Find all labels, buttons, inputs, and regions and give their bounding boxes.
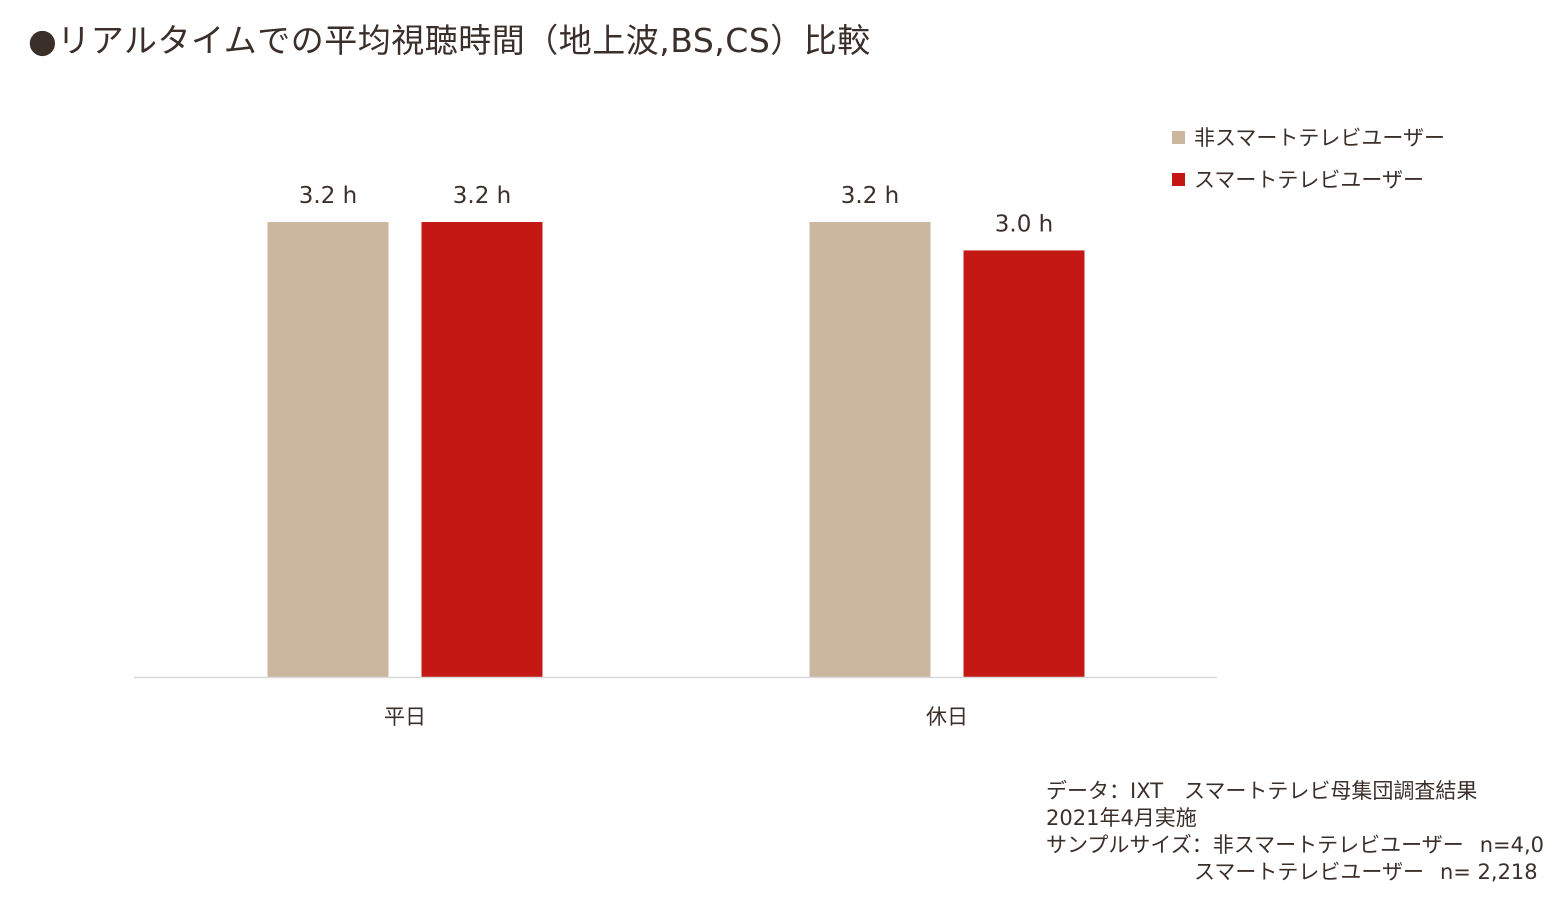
bar-smart-0 — [421, 222, 543, 677]
x-tick-label-1: 休日 — [926, 705, 968, 729]
legend-item-non-smart-tv: 非スマートテレビユーザー — [1172, 116, 1445, 158]
footnote-sample-row-1: サンプルサイズ：非スマートテレビユーザー n=4,056 — [1046, 832, 1544, 859]
bar-smart-1 — [963, 250, 1085, 677]
x-tick-label-0: 平日 — [384, 705, 426, 729]
footnote-sample-n-smart: n= 2,218 — [1439, 860, 1538, 884]
bar-non-smart-1 — [809, 222, 931, 677]
footnote-smart-label: スマートテレビユーザー — [1194, 860, 1424, 884]
bar-non-smart-0 — [267, 222, 389, 677]
legend-label-smart-tv: スマートテレビユーザー — [1194, 168, 1424, 192]
footnote-sample-label: サンプルサイズ：非スマートテレビユーザー — [1046, 833, 1464, 857]
data-label-smart-0: 3.2 h — [453, 183, 511, 209]
legend-swatch-non-smart-tv — [1172, 130, 1185, 144]
data-label-non-smart-1: 3.2 h — [841, 183, 899, 209]
footnote-sample-row-2: スマートテレビユーザー n= 2,218 — [1046, 859, 1544, 886]
data-label-smart-1: 3.0 h — [995, 211, 1053, 237]
data-label-non-smart-0: 3.2 h — [299, 183, 357, 209]
footnote-sample-n-non-smart: n=4,056 — [1479, 833, 1544, 857]
legend-label-non-smart-tv: 非スマートテレビユーザー — [1194, 126, 1445, 150]
footnote-date: 2021年4月実施 — [1046, 806, 1197, 830]
footnote-source: データ：IXT スマートテレビ母集団調査結果 — [1046, 779, 1478, 803]
legend: 非スマートテレビユーザー スマートテレビユーザー — [1172, 116, 1445, 200]
chart-title: ●リアルタイムでの平均視聴時間（地上波,BS,CS）比較 — [28, 21, 871, 60]
source-footnote: データ：IXT スマートテレビ母集団調査結果 2021年4月実施 サンプルサイズ… — [1046, 778, 1544, 886]
legend-item-smart-tv: スマートテレビユーザー — [1172, 158, 1445, 200]
legend-swatch-smart-tv — [1172, 172, 1185, 186]
